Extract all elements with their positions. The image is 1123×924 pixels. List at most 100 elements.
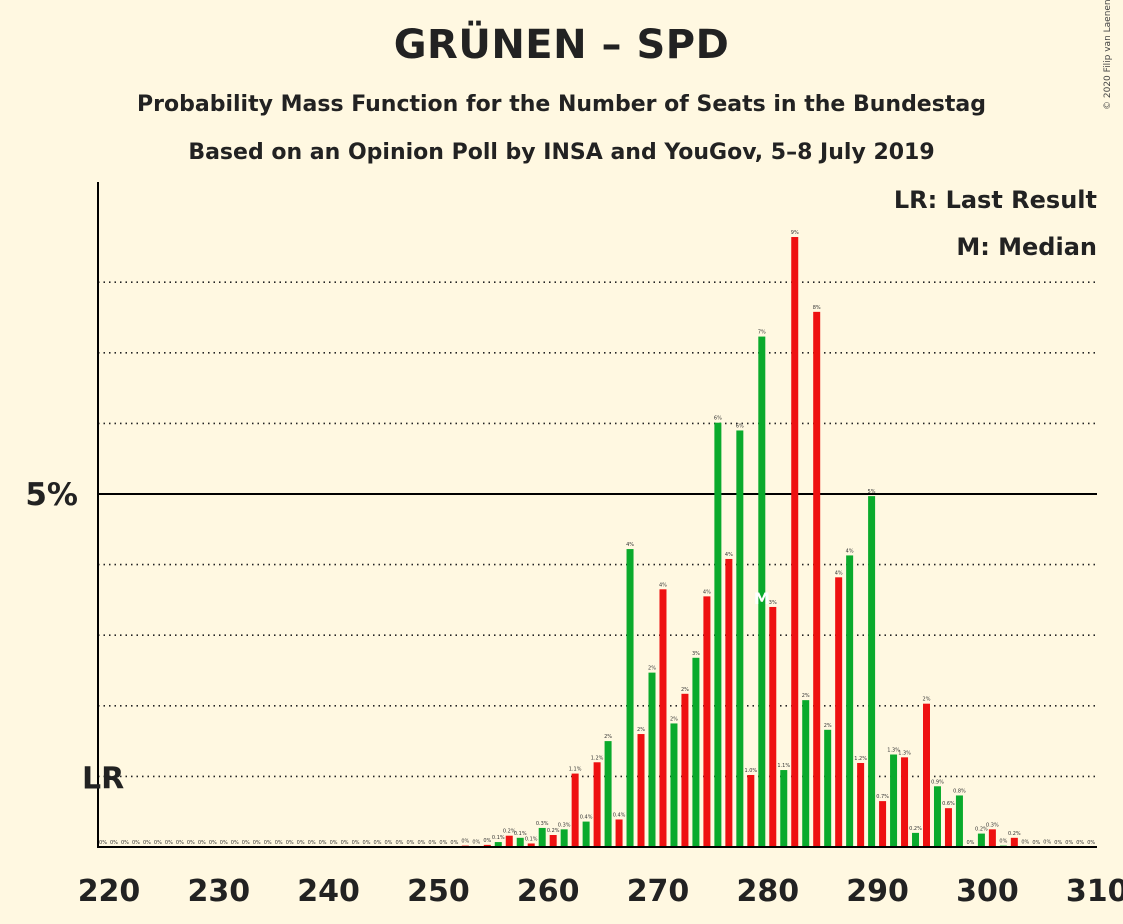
bar-label: 0% (275, 840, 283, 846)
bar-green-270 (648, 672, 656, 847)
last-result-marker: LR (82, 761, 124, 796)
bar-label: 0% (428, 840, 436, 846)
bar-label: 0% (1065, 840, 1073, 846)
bar-label: 6% (714, 416, 722, 422)
bar-green-286 (824, 729, 832, 847)
bar-label: 0% (154, 840, 162, 846)
bar-label: 0% (1021, 839, 1029, 845)
bar-label: 0% (385, 840, 393, 846)
bar-label: 0% (176, 840, 184, 846)
bar-label: 0% (297, 840, 305, 846)
bar-red-293 (901, 757, 909, 847)
x-tick-label: 240 (297, 874, 360, 909)
bar-label: 0.3% (536, 821, 549, 827)
bar-label: 0.4% (613, 812, 626, 818)
bar-label: 2% (670, 716, 678, 722)
bar-label: 0% (374, 840, 382, 846)
y-tick-label: 5% (25, 477, 78, 513)
bar-red-261 (549, 834, 557, 847)
bar-label: 0% (330, 840, 338, 846)
bar-label: 0.2% (909, 826, 922, 832)
bar-green-284 (802, 700, 810, 847)
bar-label: 0% (461, 839, 469, 845)
bar-label: 0.2% (503, 829, 516, 835)
bar-label: 2% (681, 687, 689, 693)
bar-label: 4% (626, 542, 634, 548)
x-tick-label: 250 (407, 874, 470, 909)
bar-label: 0% (450, 840, 458, 846)
bar-label: 0% (352, 840, 360, 846)
bar-label: 0% (187, 840, 195, 846)
bar-label: 0% (264, 840, 272, 846)
bar-label: 0.4% (580, 815, 593, 821)
bar-label: 4% (835, 570, 843, 576)
bar-red-297 (944, 808, 952, 847)
bar-red-271 (659, 589, 667, 847)
bar-label: 7% (758, 330, 766, 336)
gridlines (98, 281, 1097, 778)
bar-green-280 (758, 336, 766, 847)
bar-green-264 (582, 821, 590, 847)
bar-red-295 (923, 703, 930, 847)
bar-green-278 (736, 430, 744, 847)
bar-label: 2% (824, 723, 832, 729)
bar-red-275 (703, 596, 711, 847)
bar-green-256 (494, 842, 502, 847)
bar-label: 0% (1032, 840, 1040, 846)
bar-red-255 (483, 844, 491, 847)
bar-red-265 (593, 762, 601, 847)
bar-label: 2% (802, 693, 810, 699)
axes: 220 230 240 250 260 270 280 290 300 310 5% LR (25, 182, 1123, 909)
bar-label: 9% (791, 230, 799, 236)
bar-label: 0% (1076, 840, 1084, 846)
bar-green-296 (933, 786, 941, 847)
bar-label: 0% (231, 840, 239, 846)
x-tick-label: 290 (846, 874, 909, 909)
bar-label: 0% (999, 839, 1007, 845)
bar-green-268 (626, 549, 634, 847)
bar-green-276 (714, 422, 722, 847)
bar-label: 2% (604, 734, 612, 740)
bar-label: 6% (736, 423, 744, 429)
x-tick-label: 310 (1066, 874, 1123, 909)
bars (461, 237, 1051, 848)
bar-label: 0.6% (942, 801, 955, 807)
bar-label: 0% (143, 840, 151, 846)
bar-label: 3% (769, 600, 777, 606)
bar-red-291 (879, 801, 887, 847)
bar-label: 0% (121, 840, 129, 846)
bar-red-277 (725, 558, 733, 847)
bar-green-266 (604, 741, 612, 847)
bar-green-298 (955, 795, 963, 847)
bar-label: 0% (417, 840, 425, 846)
bar-value-labels: 0% 0% 0% 0% 0% 0% 0% 0% 0% 0% 0% 0% 0% 0% 0% 0% 0% 0%0.1%… (99, 230, 1095, 846)
bar-label: 0% (165, 840, 173, 846)
bar-label: 8% (813, 305, 821, 311)
bar-label: 0% (395, 840, 403, 846)
bar-label: 0% (132, 840, 140, 846)
bar-label: 0.1% (514, 831, 527, 837)
bar-label: 0% (406, 840, 414, 846)
bar-green-300 (977, 833, 985, 847)
bar-label: 0% (363, 840, 371, 846)
bar-label: 0.2% (975, 827, 988, 833)
bar-label: 0.8% (953, 788, 966, 794)
chart-subtitle-pmf: Probability Mass Function for the Number… (137, 92, 986, 117)
bar-red-285 (813, 311, 821, 847)
bar-label: 0% (439, 840, 447, 846)
bar-red-263 (571, 773, 579, 847)
bar-label: 0% (286, 840, 294, 846)
bar-red-257 (505, 835, 513, 847)
bar-label: 0% (1087, 840, 1095, 846)
bar-red-283 (791, 237, 799, 848)
bar-label: 0.3% (986, 822, 999, 828)
bar-green-260 (538, 827, 546, 847)
bar-label: 2% (923, 697, 931, 703)
bar-label: 0% (253, 840, 261, 846)
bar-label: 0% (220, 840, 228, 846)
bar-label: 5% (868, 489, 876, 495)
bar-label: 1.2% (591, 755, 604, 761)
bar-label: 2% (637, 727, 645, 733)
bar-label: 0.7% (876, 794, 889, 800)
bar-label: 0% (99, 840, 107, 846)
